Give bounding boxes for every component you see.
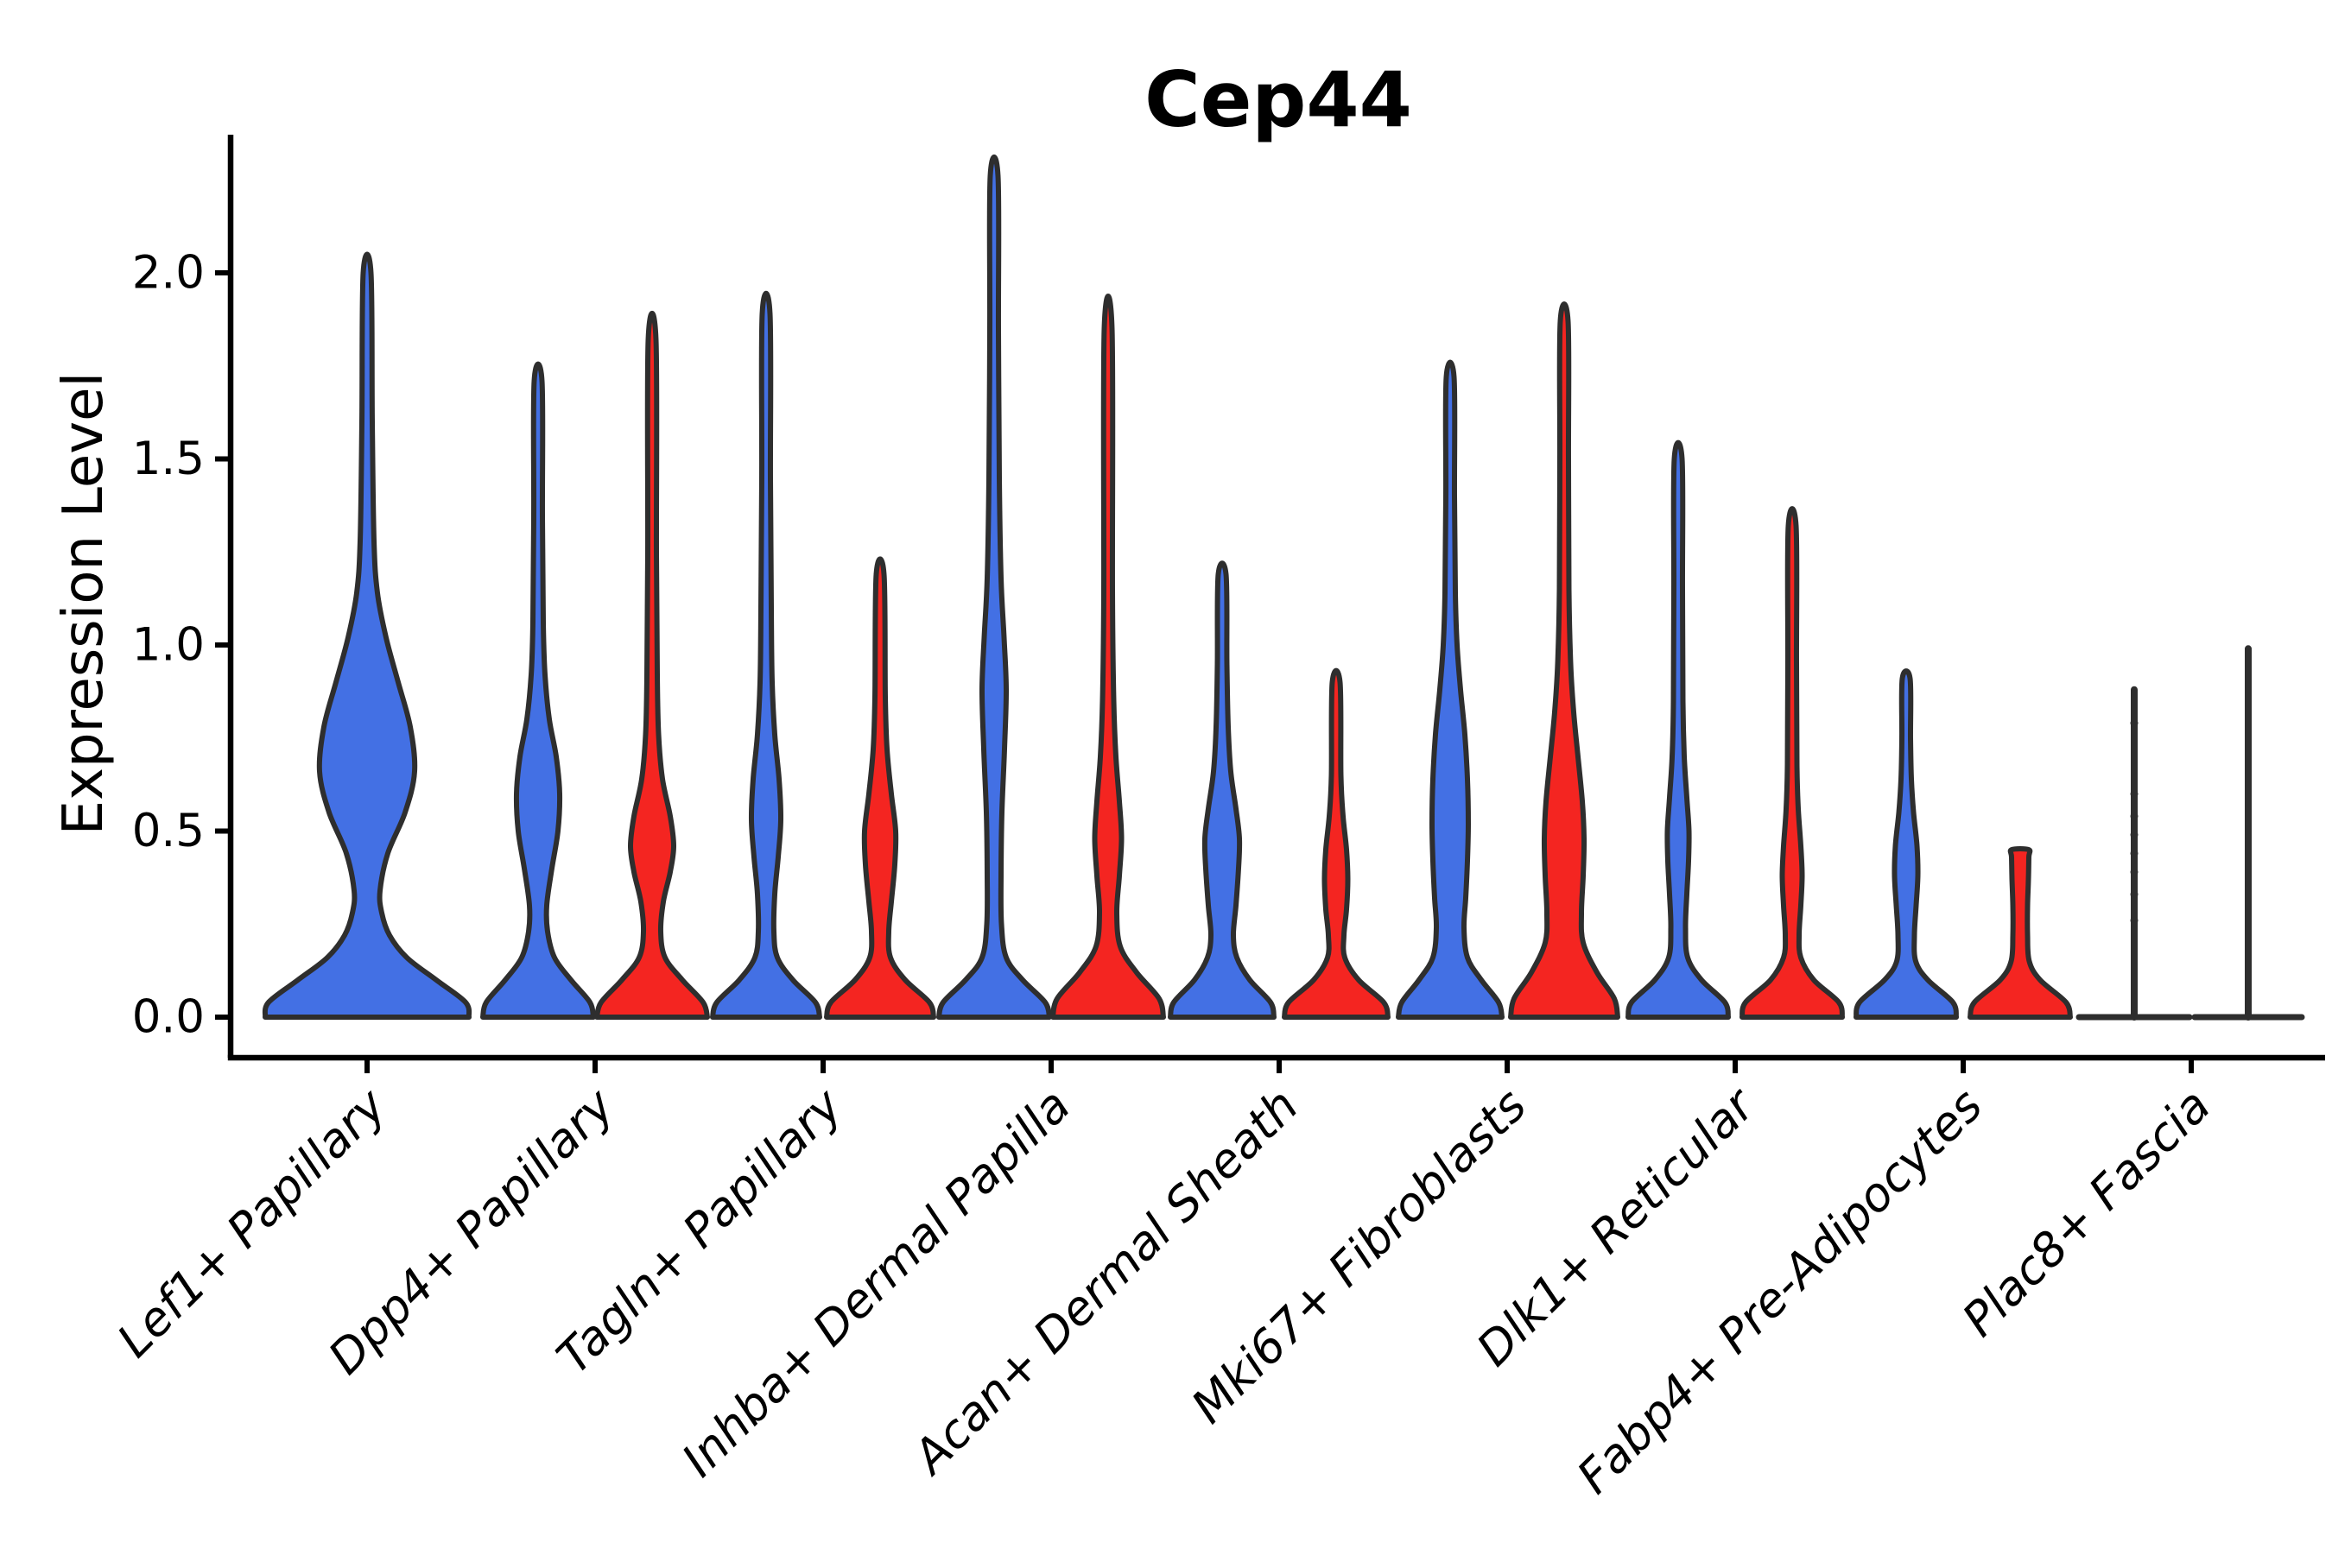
y-tick-label-1.0: 1.0 [132,619,205,672]
y-tick-label-0.0: 0.0 [132,991,205,1044]
violin-fabp4-pre-adipocytes-red [1968,845,2073,1020]
violin-mki67-fibroblasts-blue [1396,359,1505,1020]
violin-plac8-fascia-blue-point [2130,789,2139,798]
violin-dlk1-reticular-red [1739,506,1845,1020]
violin-plac8-fascia-blue-point [2130,831,2139,839]
violin-acan-dermal-sheath-red [1282,667,1391,1020]
x-tick-label-fabp4-pre-adipocytes: Fabp4+ Pre-Adipocytes [1567,1078,1993,1504]
violin-dlk1-reticular-blue [1625,439,1731,1020]
violin-plac8-fascia-blue-point [2130,890,2139,899]
violin-inhba-dermal-papilla-red [1050,294,1166,1020]
violin-plac8-fascia-blue-point [2130,849,2139,857]
violin-inhba-dermal-papilla-blue [936,155,1052,1020]
x-tick-label-acan-dermal-sheath: Acan+ Dermal Sheath [901,1078,1309,1486]
violin-chart-svg: Cep44 Expression Level 0.0 0.5 1.0 1.5 2… [52,55,2325,1504]
x-tick-label-inhba-dermal-papilla: Inhba+ Dermal Papilla [671,1078,1080,1488]
violin-fabp4-pre-adipocytes-blue [1854,668,1959,1020]
violin-plot-figure: Cep44 Expression Level 0.0 0.5 1.0 1.5 2… [35,14,2332,1568]
y-tick-label-0.5: 0.5 [132,805,205,857]
violin-layer [262,155,2305,1021]
violin-mki67-fibroblasts-red [1508,301,1620,1020]
violin-dpp4-papillary-red [594,310,710,1020]
x-tick-label-plac8-fascia: Plac8+ Fascia [1952,1078,2221,1347]
violin-plac8-fascia-blue-point [2130,812,2139,820]
axes-layer [215,135,2325,1073]
violin-acan-dermal-sheath-blue [1168,560,1277,1020]
violin-tagln-papillary-blue [710,290,822,1020]
violin-plac8-fascia-blue-point [2130,868,2139,876]
y-tick-label-1.5: 1.5 [132,433,205,485]
y-axis-label: Expression Level [52,372,116,836]
violin-tagln-papillary-red [824,556,936,1020]
violin-dpp4-papillary-blue [480,361,596,1020]
violin-plac8-fascia-blue-point [2130,719,2139,728]
violin-plac8-fascia-blue-point [2130,916,2139,925]
violin-lef1-papillary-blue [262,251,472,1020]
y-tick-label-2.0: 2.0 [132,247,205,300]
chart-title: Cep44 [1144,55,1412,144]
